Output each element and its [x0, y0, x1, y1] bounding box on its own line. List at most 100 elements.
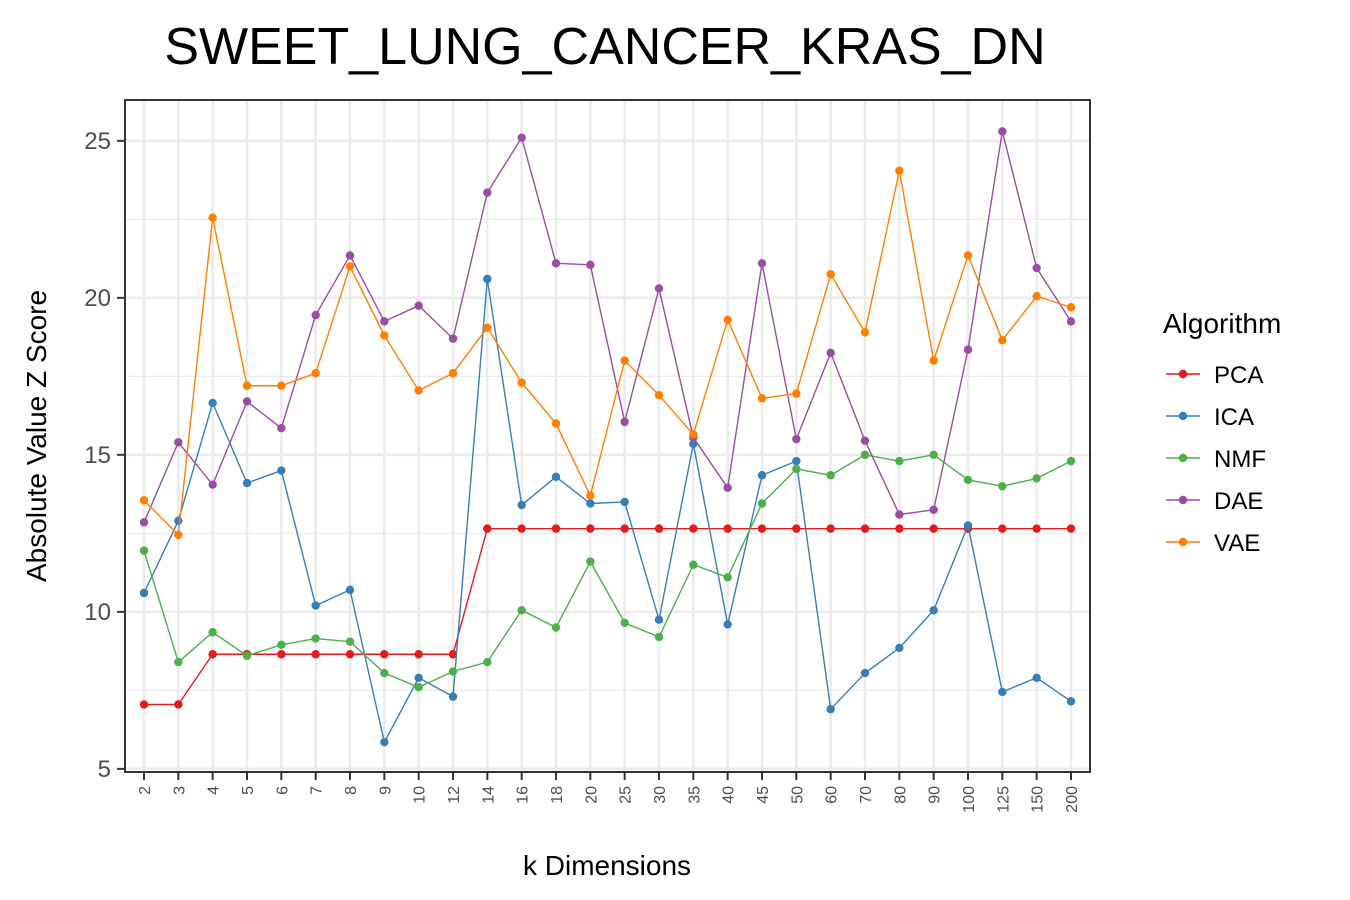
data-point-dae — [620, 417, 629, 427]
data-point-pca — [380, 650, 389, 659]
data-point-nmf — [277, 640, 286, 650]
data-point-nmf — [895, 456, 904, 466]
data-point-ica — [483, 274, 492, 284]
x-tick-label: 70 — [858, 786, 875, 804]
data-point-pca — [517, 524, 526, 533]
data-point-nmf — [620, 618, 629, 628]
data-point-dae — [277, 423, 286, 433]
legend-key-point-vae — [1178, 537, 1188, 547]
legend-label-pca: PCA — [1214, 362, 1263, 389]
data-point-ica — [277, 466, 286, 475]
data-point-nmf — [174, 657, 183, 667]
data-point-nmf — [1066, 456, 1076, 466]
data-point-vae — [380, 331, 389, 340]
data-point-pca — [929, 524, 938, 533]
series-dae — [139, 127, 1076, 527]
data-point-nmf — [757, 499, 767, 508]
data-point-ica — [380, 737, 389, 747]
x-tick-label: 12 — [446, 786, 463, 804]
legend-label-dae: DAE — [1214, 488, 1263, 515]
data-point-vae — [895, 166, 904, 175]
x-tick-label: 14 — [480, 786, 497, 804]
legend-title: Algorithm — [1163, 308, 1281, 339]
data-point-vae — [551, 419, 561, 428]
x-tick-label: 40 — [721, 786, 738, 804]
data-point-nmf — [517, 606, 526, 615]
data-point-vae — [345, 262, 355, 271]
x-tick-label: 8 — [343, 786, 360, 795]
data-point-pca — [448, 650, 458, 659]
legend-item-vae: VAE — [1166, 530, 1260, 557]
data-point-dae — [517, 133, 526, 142]
legend-item-pca: PCA — [1166, 362, 1263, 389]
y-axis: 5 10 15 20 25 — [84, 128, 125, 783]
data-point-vae — [1032, 292, 1041, 301]
data-point-ica — [414, 673, 423, 682]
x-tick-label: 150 — [1030, 786, 1047, 813]
legend-key-point-pca — [1178, 369, 1188, 379]
y-axis-title: Absolute Value Z Score — [21, 290, 52, 582]
data-point-vae — [277, 381, 286, 390]
x-tick-label: 200 — [1064, 786, 1081, 813]
data-point-dae — [380, 317, 389, 326]
data-point-dae — [723, 483, 732, 493]
data-point-nmf — [208, 628, 217, 637]
data-point-pca — [998, 524, 1007, 533]
data-point-vae — [860, 328, 870, 337]
data-point-ica — [929, 606, 938, 615]
data-point-pca — [277, 650, 286, 659]
x-tick-label: 35 — [686, 786, 703, 804]
data-point-nmf — [483, 657, 492, 667]
data-point-pca — [620, 524, 629, 533]
data-point-vae — [963, 251, 973, 260]
data-point-nmf — [1032, 474, 1041, 483]
data-point-pca — [723, 524, 732, 533]
data-point-ica — [998, 687, 1007, 697]
data-point-nmf — [345, 637, 355, 646]
x-tick-label: 4 — [206, 786, 223, 795]
series-line-vae — [143, 169, 1072, 536]
data-point-vae — [826, 270, 835, 279]
data-point-vae — [723, 315, 732, 325]
data-point-pca — [792, 524, 801, 533]
data-point-nmf — [998, 482, 1007, 491]
legend-key-point-ica — [1178, 411, 1188, 421]
x-tick-label: 6 — [274, 786, 291, 795]
data-point-dae — [654, 284, 664, 293]
data-point-ica — [826, 704, 835, 714]
data-point-vae — [414, 386, 423, 395]
data-point-vae — [483, 323, 492, 332]
data-point-ica — [860, 668, 870, 678]
legend: Algorithm PCA ICA NMF DAE VAE — [1163, 308, 1281, 557]
data-point-dae — [242, 397, 252, 406]
data-point-dae — [586, 260, 595, 270]
data-point-vae — [311, 368, 320, 378]
series-line-dae — [143, 130, 1072, 523]
data-point-ica — [139, 588, 149, 598]
data-point-vae — [1066, 303, 1076, 312]
data-point-ica — [895, 643, 904, 653]
data-point-vae — [929, 356, 938, 365]
data-point-dae — [895, 510, 904, 519]
legend-key-point-nmf — [1178, 453, 1188, 463]
data-point-dae — [826, 348, 835, 357]
data-point-pca — [139, 700, 149, 709]
data-point-ica — [586, 499, 595, 508]
x-tick-label: 9 — [377, 786, 394, 795]
data-point-dae — [998, 127, 1007, 136]
data-point-nmf — [963, 475, 973, 485]
data-point-dae — [757, 259, 767, 268]
data-point-pca — [826, 524, 835, 533]
legend-item-dae: DAE — [1166, 488, 1263, 515]
data-point-vae — [689, 430, 698, 439]
x-tick-label: 100 — [961, 786, 978, 813]
data-point-ica — [757, 471, 767, 480]
plot-border — [124, 99, 1091, 773]
data-point-ica — [311, 601, 320, 610]
data-point-ica — [1066, 697, 1076, 706]
data-point-nmf — [448, 667, 458, 676]
data-point-vae — [654, 390, 664, 400]
data-point-pca — [208, 650, 217, 659]
x-tick-label: 30 — [652, 786, 669, 804]
